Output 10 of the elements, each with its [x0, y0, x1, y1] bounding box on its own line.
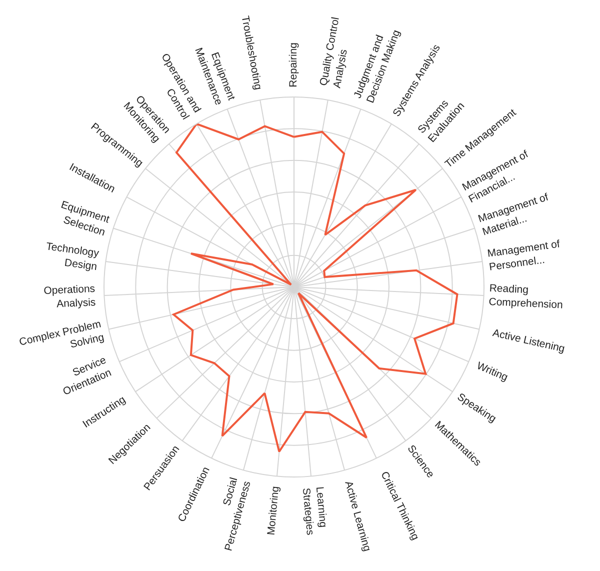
spoke-label: Learning Strategies	[300, 486, 330, 536]
spoke-label: Operations Analysis	[43, 282, 96, 310]
spoke-label: Complex Problem Solving	[18, 318, 106, 351]
spoke-label: Active Learning	[342, 480, 374, 553]
spoke-label: Quality Control Analysis	[318, 16, 350, 90]
spoke-label: Technology Design	[45, 240, 100, 274]
spoke-label: Monitoring	[265, 486, 282, 536]
spoke-label: Reading Comprehension	[488, 282, 564, 312]
spoke-label: Management of Personnel...	[486, 238, 561, 274]
spoke-label: Repairing	[288, 42, 300, 88]
